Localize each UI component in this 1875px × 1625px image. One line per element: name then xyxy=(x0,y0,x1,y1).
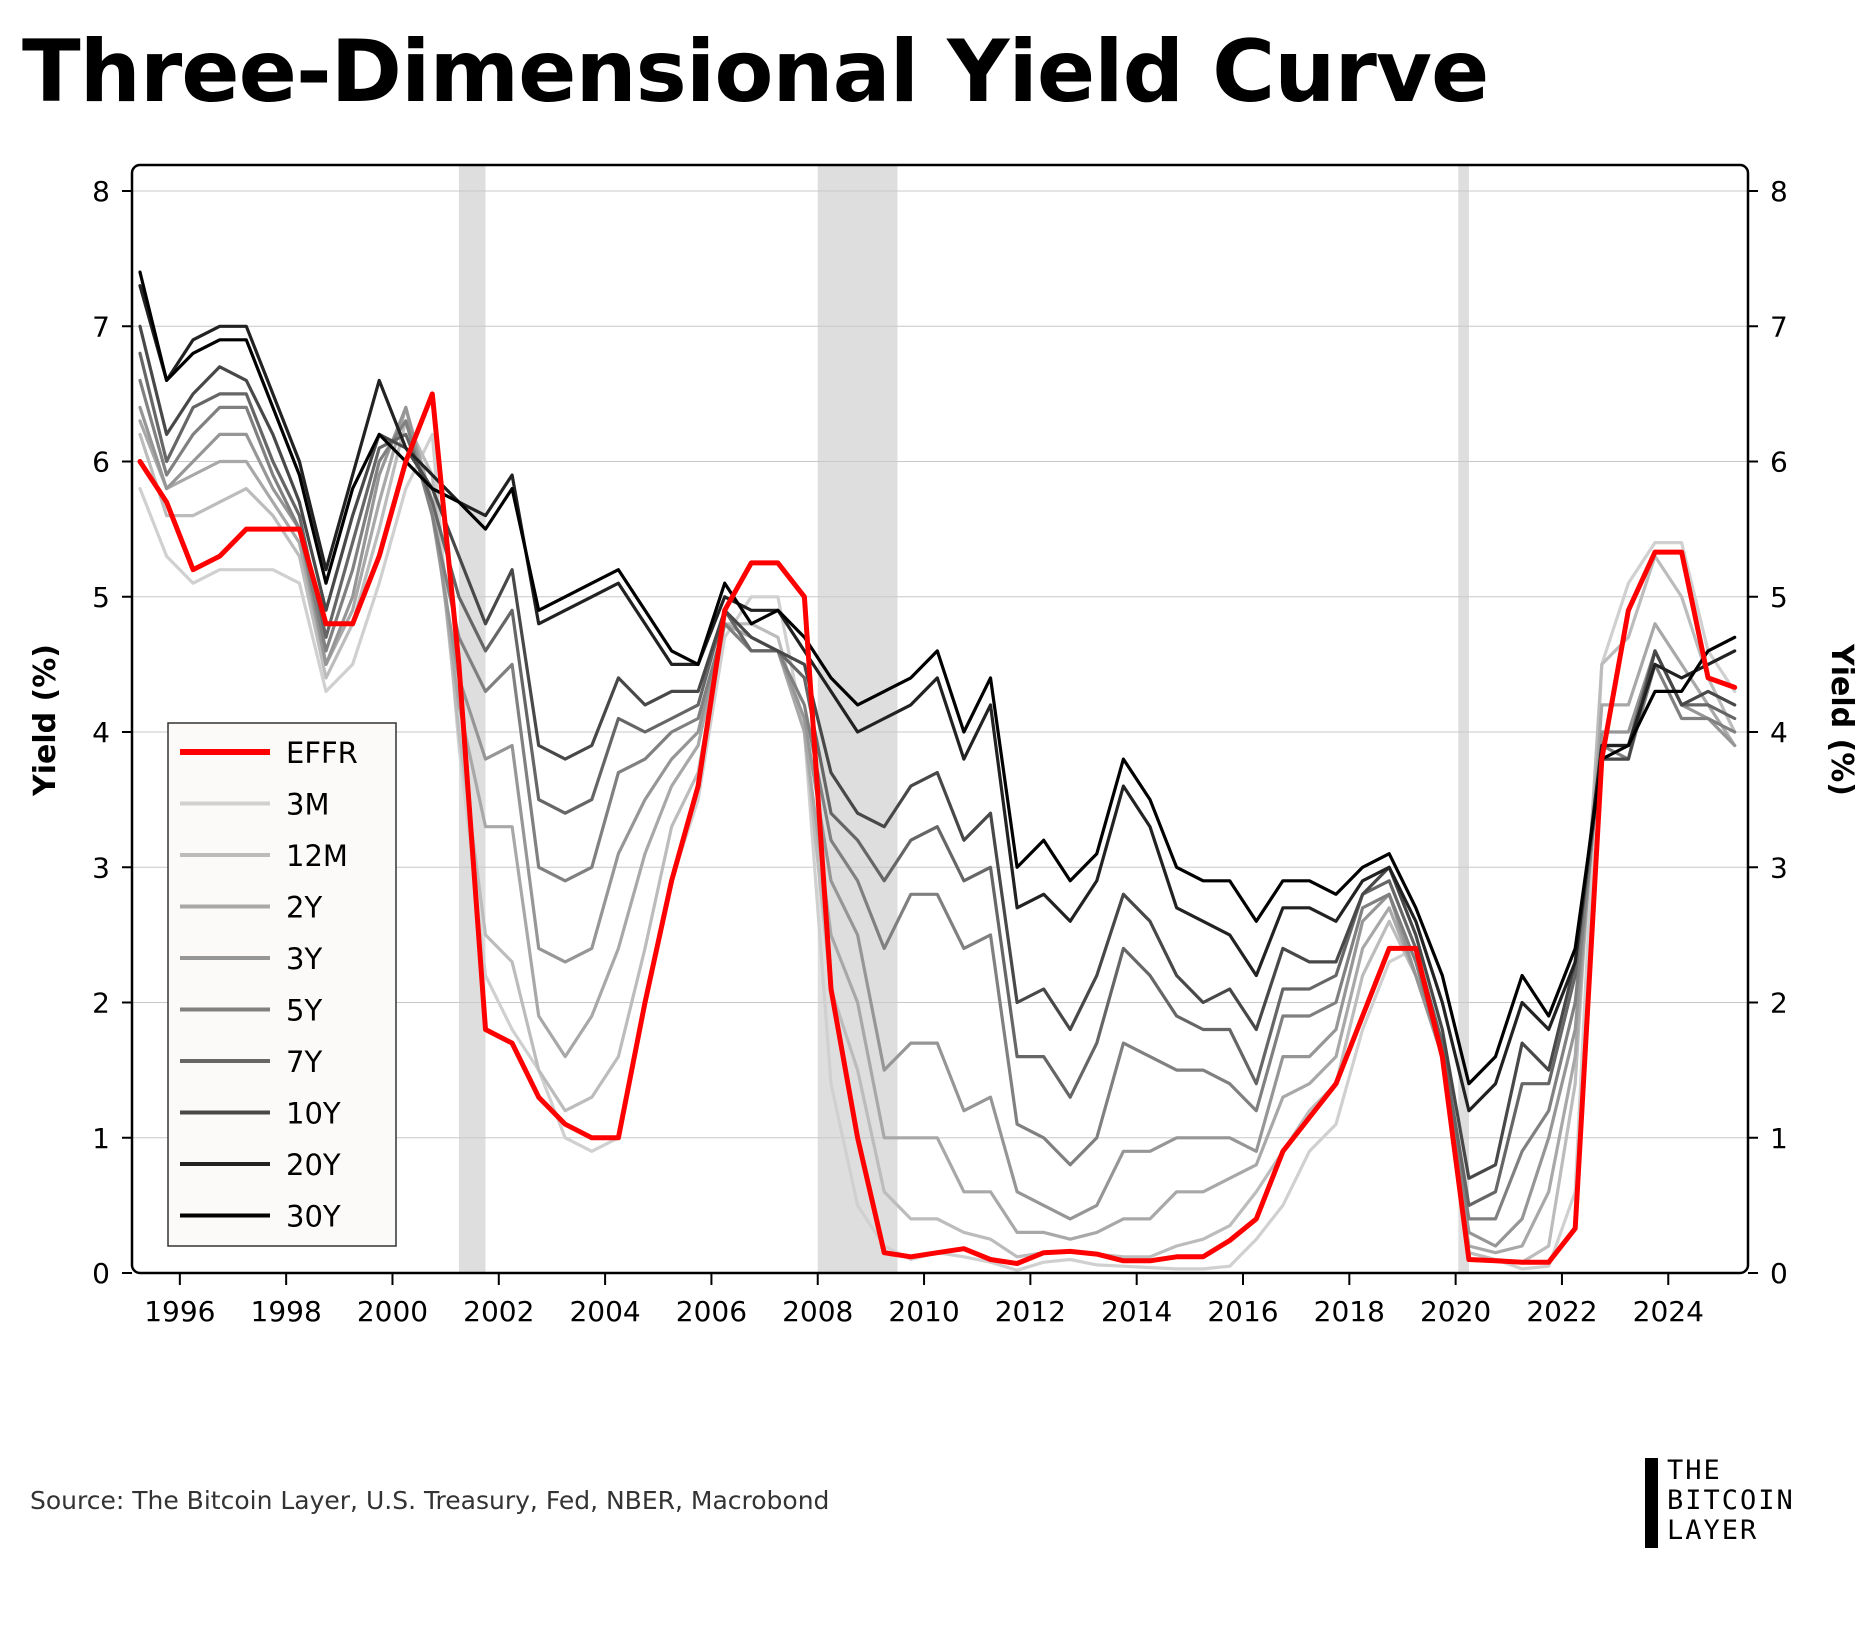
x-tick-label: 2016 xyxy=(1207,1295,1278,1328)
x-tick-label: 2006 xyxy=(676,1295,747,1328)
legend-label-3y: 3Y xyxy=(286,942,322,976)
y-axis-left: 0 1 2 3 4 5 6 7 8 xyxy=(92,175,132,1290)
plot-frame xyxy=(130,163,1750,1275)
x-tick-label: 2024 xyxy=(1633,1295,1704,1328)
x-tick-label: 2004 xyxy=(569,1295,640,1328)
logo-line-3: LAYER xyxy=(1667,1515,1759,1546)
y-tick-label-left: 7 xyxy=(92,310,110,343)
logo-line-2: BITCOIN xyxy=(1667,1485,1795,1516)
y-tick-label-right: 4 xyxy=(1770,716,1788,749)
y-tick-label-right: 8 xyxy=(1770,175,1788,208)
x-tick-label: 2012 xyxy=(995,1295,1066,1328)
y-axis-label-right: Yield (%) xyxy=(1824,643,1859,796)
legend-label-effr: EFFR xyxy=(286,736,358,770)
legend-label-2y: 2Y xyxy=(286,891,322,925)
chart-title: Three-Dimensional Yield Curve xyxy=(22,22,1489,122)
y-tick-label-left: 8 xyxy=(92,175,110,208)
x-tick-label: 2022 xyxy=(1526,1295,1597,1328)
x-tick-label: 2008 xyxy=(782,1295,853,1328)
y-tick-label-right: 1 xyxy=(1770,1122,1788,1155)
legend-label-7y: 7Y xyxy=(286,1045,322,1079)
x-tick-label: 2018 xyxy=(1314,1295,1385,1328)
legend-label-10y: 10Y xyxy=(286,1097,341,1131)
y-tick-label-right: 0 xyxy=(1770,1257,1788,1290)
y-tick-label-left: 2 xyxy=(92,987,110,1020)
y-tick-label-right: 3 xyxy=(1770,851,1788,884)
series-lines xyxy=(137,270,1738,1272)
series-line-effr xyxy=(137,391,1738,1266)
legend-label-30y: 30Y xyxy=(286,1200,341,1234)
legend: EFFR 3M 12M 2Y 3Y 5Y 7Y 10Y 20Y 30Y xyxy=(167,722,397,1247)
y-tick-label-left: 0 xyxy=(92,1257,110,1290)
y-tick-label-right: 7 xyxy=(1770,310,1788,343)
recession-band-2 xyxy=(1458,165,1469,1273)
legend-label-5y: 5Y xyxy=(286,994,322,1028)
y-tick-label-right: 2 xyxy=(1770,987,1788,1020)
source-note: Source: The Bitcoin Layer, U.S. Treasury… xyxy=(30,1486,830,1515)
x-axis: 1996 1998 2000 2002 2004 2006 2008 2010 2012 2014… xyxy=(144,1273,1704,1328)
legend-label-12m: 12M xyxy=(286,839,348,873)
y-tick-label-left: 3 xyxy=(92,851,110,884)
y-tick-label-left: 5 xyxy=(92,581,110,614)
series-line-5y xyxy=(138,378,1737,1221)
logo-text: THE BITCOIN LAYER xyxy=(1667,1456,1795,1546)
y-tick-label-right: 6 xyxy=(1770,446,1788,479)
series-line-7y xyxy=(138,351,1737,1208)
series-line-3y xyxy=(138,405,1737,1248)
x-tick-label: 2010 xyxy=(888,1295,959,1328)
x-tick-label: 2020 xyxy=(1420,1295,1491,1328)
y-tick-label-right: 5 xyxy=(1770,581,1788,614)
y-axis-label-left: Yield (%) xyxy=(28,644,63,797)
y-tick-label-left: 4 xyxy=(92,716,110,749)
y-tick-label-left: 1 xyxy=(92,1122,110,1155)
x-tick-label: 1996 xyxy=(144,1295,215,1328)
x-tick-label: 2000 xyxy=(357,1295,428,1328)
legend-label-20y: 20Y xyxy=(286,1148,341,1182)
logo-line-1: THE xyxy=(1667,1455,1722,1486)
legend-box xyxy=(167,722,397,1247)
y-tick-label-left: 6 xyxy=(92,446,110,479)
legend-label-3m: 3M xyxy=(286,788,329,822)
gridlines xyxy=(132,190,1748,1139)
x-tick-label: 2014 xyxy=(1101,1295,1172,1328)
series-line-20y xyxy=(138,284,1737,1113)
x-tick-label: 2002 xyxy=(463,1295,534,1328)
logo-bar xyxy=(1645,1458,1658,1548)
y-axis-right: 0 1 2 3 4 5 6 7 8 xyxy=(1748,175,1788,1290)
x-tick-label: 1998 xyxy=(251,1295,322,1328)
